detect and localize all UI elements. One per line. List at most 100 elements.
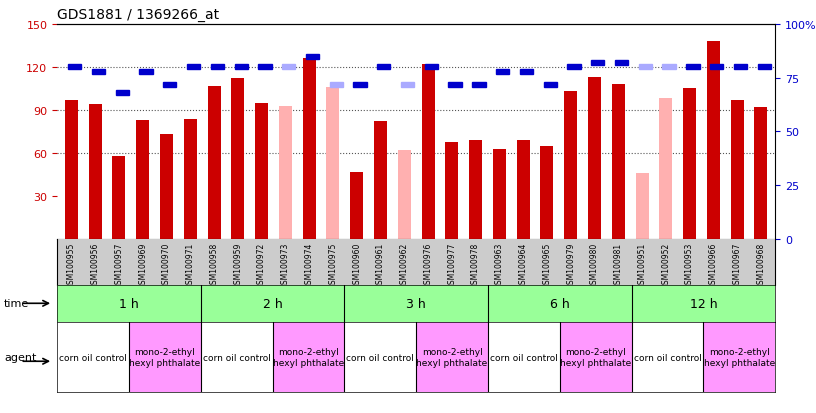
- Text: GDS1881 / 1369266_at: GDS1881 / 1369266_at: [57, 8, 220, 22]
- Bar: [496, 69, 509, 74]
- Bar: [422, 65, 435, 240]
- Bar: [663, 65, 676, 70]
- Text: GSM100981: GSM100981: [614, 242, 623, 288]
- Bar: [377, 65, 391, 70]
- Text: GSM100969: GSM100969: [138, 242, 147, 288]
- Text: GSM100968: GSM100968: [756, 242, 765, 288]
- Text: GSM100961: GSM100961: [376, 242, 385, 288]
- Text: GSM100979: GSM100979: [566, 242, 575, 288]
- Bar: [187, 65, 200, 70]
- Text: 12 h: 12 h: [690, 297, 717, 310]
- Bar: [116, 91, 129, 96]
- Bar: [350, 172, 363, 240]
- Bar: [211, 65, 224, 70]
- Bar: [567, 65, 581, 70]
- Text: GSM100956: GSM100956: [91, 242, 100, 288]
- Bar: [707, 42, 720, 240]
- Text: GSM100960: GSM100960: [353, 242, 361, 288]
- Text: corn oil control: corn oil control: [59, 353, 127, 362]
- Text: GSM100978: GSM100978: [471, 242, 480, 288]
- Bar: [588, 78, 601, 240]
- Text: GSM100962: GSM100962: [400, 242, 409, 288]
- Bar: [683, 89, 696, 240]
- Bar: [755, 108, 768, 240]
- Bar: [734, 65, 747, 70]
- Text: 1 h: 1 h: [119, 297, 139, 310]
- Bar: [89, 105, 102, 240]
- Bar: [279, 107, 292, 240]
- Bar: [231, 79, 244, 240]
- Bar: [540, 147, 553, 240]
- Bar: [234, 65, 248, 70]
- Bar: [493, 150, 506, 240]
- Bar: [207, 86, 220, 240]
- Bar: [184, 119, 197, 240]
- Text: GSM100980: GSM100980: [590, 242, 599, 288]
- Bar: [632, 322, 703, 392]
- Text: GSM100957: GSM100957: [114, 242, 123, 288]
- Text: GSM100951: GSM100951: [637, 242, 646, 288]
- Bar: [615, 61, 628, 66]
- Bar: [636, 174, 649, 240]
- Text: GSM100974: GSM100974: [304, 242, 313, 288]
- Bar: [730, 101, 743, 240]
- Text: GSM100966: GSM100966: [709, 242, 718, 288]
- Bar: [488, 322, 560, 392]
- Bar: [306, 55, 319, 59]
- Bar: [255, 104, 268, 240]
- Bar: [517, 141, 530, 240]
- Text: time: time: [4, 299, 29, 309]
- Bar: [326, 88, 339, 240]
- Bar: [686, 65, 699, 70]
- Bar: [129, 322, 201, 392]
- Bar: [92, 69, 105, 74]
- Text: corn oil control: corn oil control: [633, 353, 702, 362]
- Text: GSM100955: GSM100955: [67, 242, 76, 288]
- Text: GSM100963: GSM100963: [494, 242, 504, 288]
- Text: mono-2-ethyl
hexyl phthalate: mono-2-ethyl hexyl phthalate: [416, 348, 488, 367]
- Bar: [703, 322, 775, 392]
- Text: GSM100959: GSM100959: [233, 242, 242, 288]
- Text: GSM100976: GSM100976: [424, 242, 432, 288]
- Text: mono-2-ethyl
hexyl phthalate: mono-2-ethyl hexyl phthalate: [273, 348, 344, 367]
- Text: mono-2-ethyl
hexyl phthalate: mono-2-ethyl hexyl phthalate: [703, 348, 775, 367]
- Bar: [259, 65, 272, 70]
- Bar: [330, 83, 343, 88]
- Text: mono-2-ethyl
hexyl phthalate: mono-2-ethyl hexyl phthalate: [129, 348, 201, 367]
- Bar: [374, 122, 387, 240]
- Bar: [564, 92, 577, 240]
- Text: corn oil control: corn oil control: [346, 353, 415, 362]
- Text: mono-2-ethyl
hexyl phthalate: mono-2-ethyl hexyl phthalate: [560, 348, 632, 367]
- Bar: [163, 83, 176, 88]
- Text: GSM100965: GSM100965: [543, 242, 552, 288]
- Bar: [424, 65, 438, 70]
- Text: GSM100958: GSM100958: [210, 242, 219, 288]
- Bar: [303, 59, 316, 240]
- Text: 2 h: 2 h: [263, 297, 282, 310]
- Bar: [344, 322, 416, 392]
- Text: GSM100972: GSM100972: [257, 242, 266, 288]
- Bar: [282, 65, 295, 70]
- Text: GSM100953: GSM100953: [685, 242, 694, 288]
- Bar: [449, 83, 462, 88]
- Bar: [136, 121, 149, 240]
- Bar: [659, 99, 672, 240]
- Text: GSM100971: GSM100971: [186, 242, 195, 288]
- Bar: [446, 142, 459, 240]
- Bar: [353, 83, 366, 88]
- Bar: [612, 85, 625, 240]
- Bar: [520, 69, 533, 74]
- Bar: [160, 135, 173, 240]
- Text: GSM100952: GSM100952: [661, 242, 670, 288]
- Bar: [543, 83, 557, 88]
- Bar: [469, 141, 482, 240]
- Text: GSM100975: GSM100975: [328, 242, 338, 288]
- Bar: [201, 322, 273, 392]
- Text: GSM100973: GSM100973: [281, 242, 290, 288]
- Bar: [591, 61, 605, 66]
- Text: GSM100967: GSM100967: [733, 242, 742, 288]
- Bar: [416, 322, 488, 392]
- Text: GSM100970: GSM100970: [162, 242, 171, 288]
- Bar: [710, 65, 723, 70]
- Bar: [560, 322, 632, 392]
